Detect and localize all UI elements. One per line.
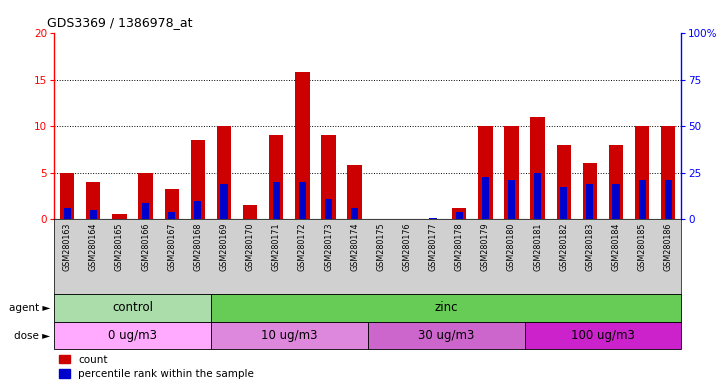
Bar (138, 173, 153, 219)
Bar (298, 182, 306, 219)
Bar (217, 126, 231, 219)
Text: GSM280185: GSM280185 (637, 222, 647, 271)
Bar (190, 140, 205, 219)
Bar (54, 294, 211, 322)
Text: GSM280173: GSM280173 (324, 222, 333, 271)
Bar (269, 136, 283, 219)
Bar (368, 322, 524, 349)
Text: GSM280171: GSM280171 (272, 222, 280, 271)
Bar (63, 208, 71, 219)
Bar (295, 72, 309, 219)
Bar (348, 165, 362, 219)
Bar (452, 208, 466, 219)
Text: 0 ug/m3: 0 ug/m3 (108, 329, 157, 342)
Bar (322, 136, 336, 219)
Text: GSM280174: GSM280174 (350, 222, 359, 271)
Text: GSM280165: GSM280165 (115, 222, 124, 271)
Text: agent ►: agent ► (9, 303, 50, 313)
Bar (586, 184, 593, 219)
Bar (351, 208, 358, 219)
Bar (482, 177, 489, 219)
Bar (531, 117, 545, 219)
Bar (661, 126, 676, 219)
Text: GSM280176: GSM280176 (402, 222, 412, 271)
Text: control: control (112, 301, 153, 314)
Text: 100 ug/m3: 100 ug/m3 (571, 329, 635, 342)
Text: zinc: zinc (434, 301, 458, 314)
Bar (325, 199, 332, 219)
Bar (112, 214, 127, 219)
Bar (168, 212, 175, 219)
Text: GSM280168: GSM280168 (193, 222, 203, 271)
Bar (430, 218, 437, 219)
Text: GDS3369 / 1386978_at: GDS3369 / 1386978_at (47, 16, 193, 29)
Text: GSM280175: GSM280175 (376, 222, 385, 271)
Bar (635, 126, 650, 219)
Bar (243, 205, 257, 219)
Bar (665, 180, 672, 219)
Text: GSM280166: GSM280166 (141, 222, 150, 271)
Text: GSM280179: GSM280179 (481, 222, 490, 271)
Text: GSM280169: GSM280169 (219, 222, 229, 271)
Bar (524, 322, 681, 349)
Bar (211, 294, 681, 322)
Text: GSM280181: GSM280181 (533, 222, 542, 271)
Bar (609, 145, 623, 219)
Bar (508, 180, 515, 219)
Bar (534, 173, 541, 219)
Text: GSM280180: GSM280180 (507, 222, 516, 271)
Bar (54, 322, 211, 349)
Text: GSM280177: GSM280177 (428, 222, 438, 271)
Bar (557, 145, 571, 219)
Text: GSM280172: GSM280172 (298, 222, 307, 271)
Bar (221, 184, 228, 219)
Bar (60, 173, 74, 219)
Bar (583, 164, 597, 219)
Text: GSM280170: GSM280170 (246, 222, 255, 271)
Bar (612, 184, 619, 219)
Text: dose ►: dose ► (14, 331, 50, 341)
Text: GSM280184: GSM280184 (611, 222, 621, 271)
Text: GSM280163: GSM280163 (63, 222, 71, 271)
Bar (560, 187, 567, 219)
Text: GSM280186: GSM280186 (664, 222, 673, 271)
Text: GSM280164: GSM280164 (89, 222, 98, 271)
Bar (86, 182, 100, 219)
Text: GSM280167: GSM280167 (167, 222, 176, 271)
Text: 30 ug/m3: 30 ug/m3 (418, 329, 474, 342)
Bar (504, 126, 518, 219)
Text: GSM280178: GSM280178 (455, 222, 464, 271)
Bar (273, 182, 280, 219)
Bar (164, 189, 179, 219)
Legend: count, percentile rank within the sample: count, percentile rank within the sample (59, 355, 254, 379)
Text: 10 ug/m3: 10 ug/m3 (261, 329, 317, 342)
Bar (456, 212, 463, 219)
Bar (211, 322, 368, 349)
Bar (89, 210, 97, 219)
Text: GSM280182: GSM280182 (559, 222, 568, 271)
Bar (194, 201, 201, 219)
Text: GSM280183: GSM280183 (585, 222, 594, 271)
Bar (478, 126, 492, 219)
Bar (639, 180, 646, 219)
Bar (142, 202, 149, 219)
